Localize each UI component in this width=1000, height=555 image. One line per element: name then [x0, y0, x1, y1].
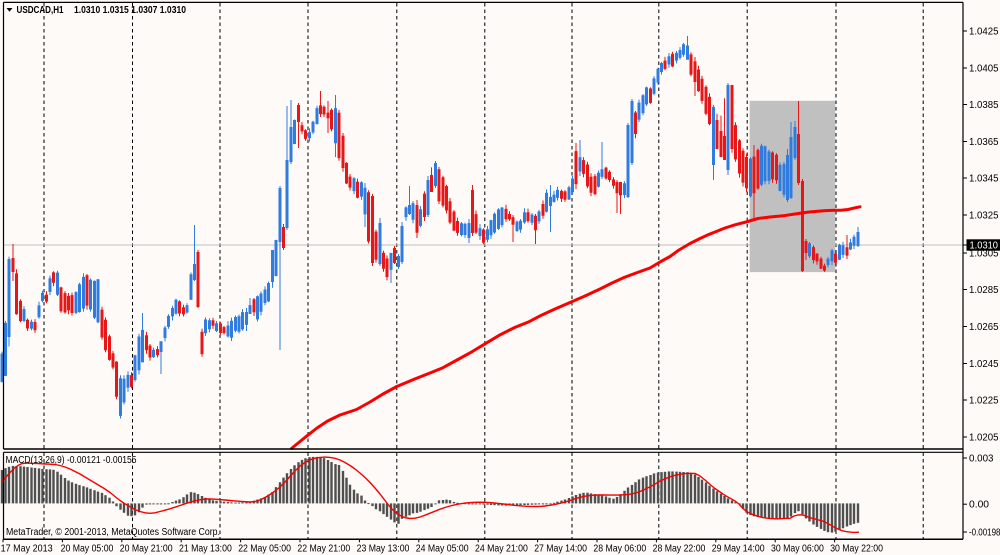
svg-text:1.0205: 1.0205 [969, 432, 999, 443]
svg-text:17 May 2013: 17 May 2013 [1, 544, 53, 555]
svg-text:1.0425: 1.0425 [969, 26, 999, 37]
svg-text:23 May 13:00: 23 May 13:00 [357, 544, 410, 555]
svg-text:1.0245: 1.0245 [969, 359, 999, 370]
svg-text:20 May 21:00: 20 May 21:00 [120, 544, 173, 555]
svg-text:30 May 06:00: 30 May 06:00 [771, 544, 824, 555]
svg-text:1.0325: 1.0325 [969, 210, 999, 221]
svg-text:22 May 21:00: 22 May 21:00 [297, 544, 350, 555]
svg-text:MetaTrader, © 2001-2013, MetaQ: MetaTrader, © 2001-2013, MetaQuotes Soft… [6, 527, 220, 538]
svg-text:28 May 22:00: 28 May 22:00 [653, 544, 706, 555]
svg-text:1.0225: 1.0225 [969, 395, 999, 406]
svg-text:29 May 14:00: 29 May 14:00 [712, 544, 765, 555]
svg-text:1.0305: 1.0305 [969, 248, 999, 259]
svg-text:1.0385: 1.0385 [969, 100, 999, 111]
svg-text:28 May 06:00: 28 May 06:00 [593, 544, 646, 555]
svg-text:21 May 13:00: 21 May 13:00 [179, 544, 232, 555]
svg-text:24 May 05:00: 24 May 05:00 [416, 544, 469, 555]
svg-text:USDCAD,H1: USDCAD,H1 [17, 5, 64, 16]
svg-text:22 May 05:00: 22 May 05:00 [238, 544, 291, 555]
svg-text:1.0310 1.0315 1.0307 1.0310: 1.0310 1.0315 1.0307 1.0310 [74, 5, 186, 16]
svg-text:27 May 14:00: 27 May 14:00 [534, 544, 587, 555]
svg-text:1.0365: 1.0365 [969, 137, 999, 148]
svg-text:1.0405: 1.0405 [969, 63, 999, 74]
svg-text:0.003: 0.003 [969, 453, 994, 464]
svg-text:20 May 05:00: 20 May 05:00 [61, 544, 114, 555]
svg-text:24 May 21:00: 24 May 21:00 [475, 544, 528, 555]
svg-text:1.0265: 1.0265 [969, 322, 999, 333]
svg-text:30 May 22:00: 30 May 22:00 [830, 544, 883, 555]
svg-text:-0.00198: -0.00198 [969, 527, 1000, 538]
svg-text:1.0345: 1.0345 [969, 173, 999, 184]
svg-text:1.0310: 1.0310 [970, 240, 999, 251]
svg-text:MACD(13,26,9) -0.00121 -0.0015: MACD(13,26,9) -0.00121 -0.00155 [6, 455, 137, 466]
svg-text:1.0285: 1.0285 [969, 285, 999, 296]
svg-text:0.00: 0.00 [969, 500, 990, 511]
